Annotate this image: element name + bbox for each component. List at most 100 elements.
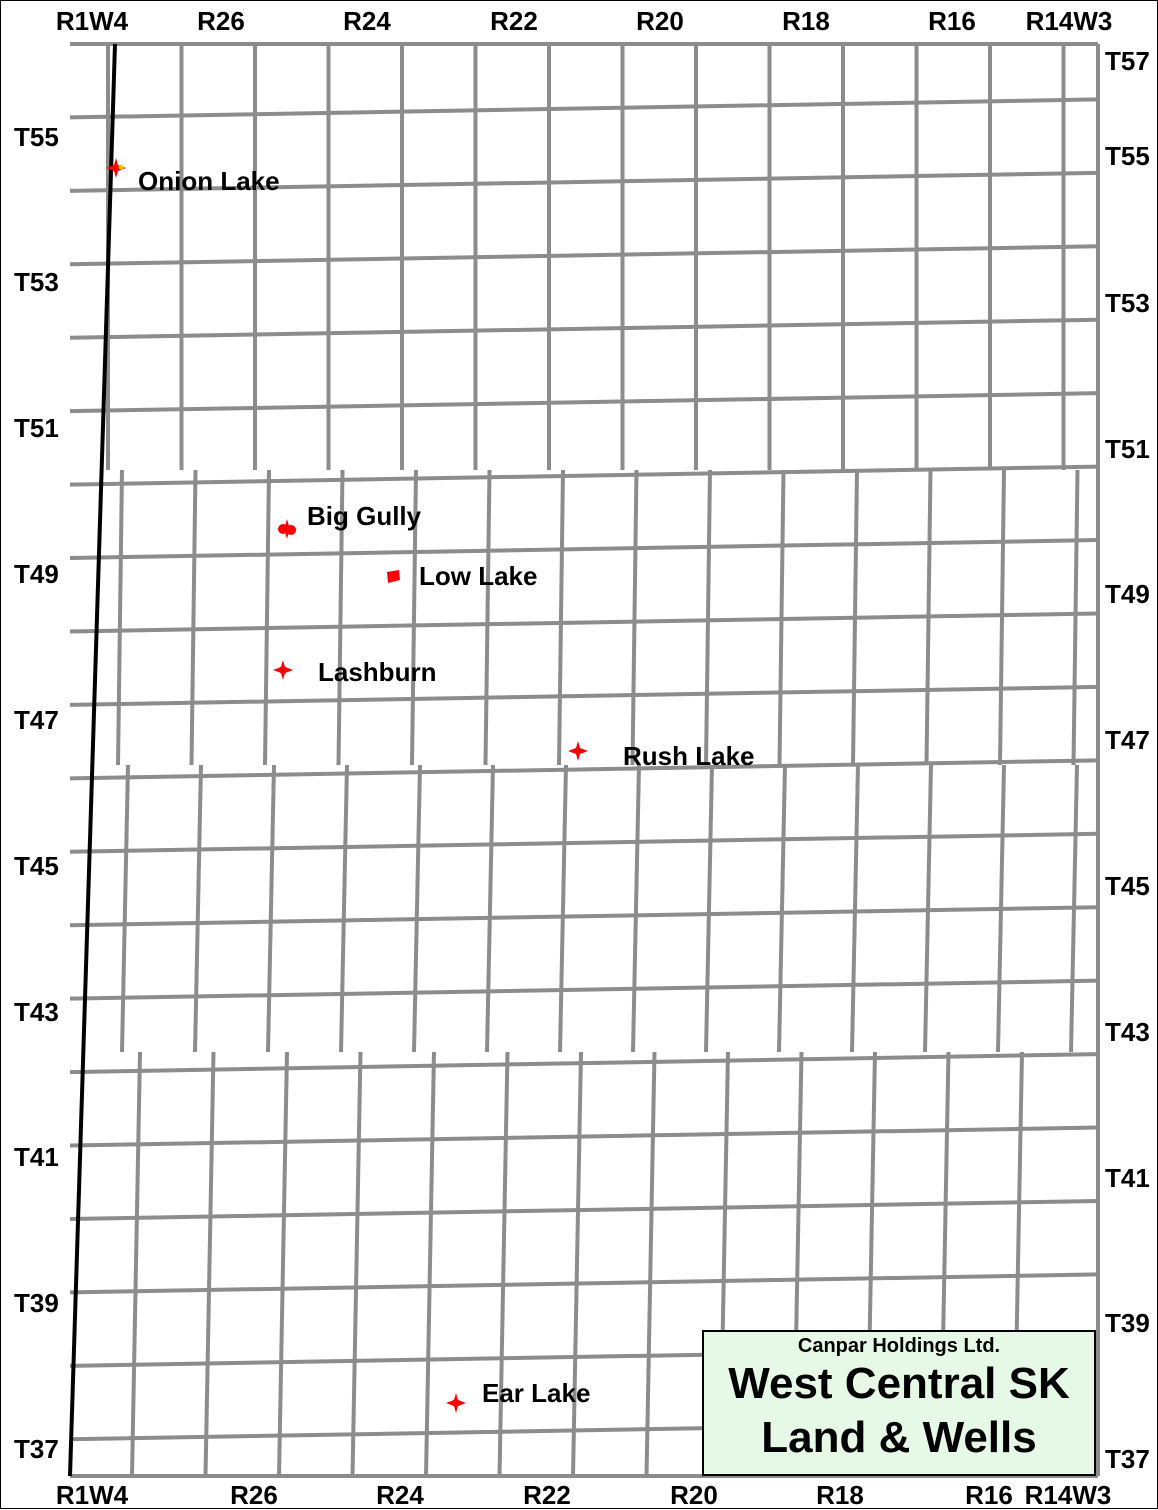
range-line bbox=[630, 469, 639, 766]
township-label-left: T39 bbox=[14, 1288, 59, 1318]
range-line bbox=[485, 764, 495, 1053]
range-line bbox=[998, 469, 1006, 766]
township-label-right: T47 bbox=[1105, 725, 1150, 755]
well-cluster-icon[interactable] bbox=[567, 740, 589, 762]
range-line bbox=[850, 764, 860, 1053]
range-line bbox=[412, 764, 422, 1053]
township-label-right: T45 bbox=[1105, 871, 1150, 901]
township-label-left: T51 bbox=[14, 413, 59, 443]
well-cluster-icon[interactable] bbox=[382, 566, 404, 588]
well-cluster-icon[interactable] bbox=[276, 518, 298, 540]
range-line bbox=[558, 764, 568, 1053]
township-label-left: T53 bbox=[14, 267, 59, 297]
township-label-right: T53 bbox=[1105, 288, 1150, 318]
range-line bbox=[410, 469, 418, 766]
range-line bbox=[557, 469, 565, 766]
range-label-top: R16 bbox=[928, 6, 976, 36]
meridian-line bbox=[68, 43, 117, 1477]
range-line bbox=[263, 469, 271, 766]
township-line bbox=[69, 611, 1099, 634]
township-line bbox=[69, 538, 1099, 561]
township-line bbox=[69, 905, 1099, 928]
township-line bbox=[69, 1125, 1099, 1148]
range-line bbox=[996, 764, 1006, 1053]
range-label-bottom: R14W3 bbox=[1024, 1480, 1112, 1510]
township-line bbox=[69, 684, 1099, 707]
township-line bbox=[69, 1272, 1099, 1295]
range-line bbox=[424, 1051, 436, 1477]
range-label-top: R26 bbox=[197, 6, 245, 36]
company-name: Canpar Holdings Ltd. bbox=[797, 1335, 1001, 1357]
township-label-left: T43 bbox=[14, 997, 59, 1027]
range-line bbox=[923, 764, 933, 1053]
range-line bbox=[704, 469, 712, 766]
range-line bbox=[189, 469, 198, 766]
township-label-left: T37 bbox=[14, 1434, 59, 1464]
range-label-bottom: R20 bbox=[670, 1480, 718, 1510]
township-label-right: T41 bbox=[1105, 1163, 1150, 1193]
range-label-top: R1W4 bbox=[55, 6, 129, 36]
township-line bbox=[69, 1052, 1099, 1075]
range-line bbox=[1071, 469, 1080, 766]
range-line bbox=[120, 764, 130, 1053]
site-label-ear-lake: Ear Lake bbox=[482, 1378, 591, 1408]
range-label-bottom: R24 bbox=[376, 1480, 424, 1510]
range-line bbox=[266, 764, 276, 1053]
range-line bbox=[704, 764, 714, 1053]
range-line bbox=[777, 764, 787, 1053]
range-line bbox=[203, 1051, 216, 1477]
range-label-bottom: R18 bbox=[816, 1480, 864, 1510]
township-line bbox=[69, 317, 1099, 340]
township-label-right: T57 bbox=[1105, 46, 1150, 76]
range-line bbox=[777, 469, 786, 766]
township-line bbox=[69, 831, 1099, 854]
township-line bbox=[69, 97, 1099, 120]
township-label-right: T49 bbox=[1105, 579, 1150, 609]
site-label-low-lake: Low Lake bbox=[419, 561, 538, 591]
range-line bbox=[851, 469, 859, 766]
range-line bbox=[336, 469, 345, 766]
range-label-bottom: R1W4 bbox=[55, 1480, 129, 1510]
site-label-onion-lake: Onion Lake bbox=[138, 166, 280, 196]
township-label-left: T45 bbox=[14, 851, 59, 881]
range-label-top: R14W3 bbox=[1025, 6, 1113, 36]
township-line bbox=[69, 391, 1099, 414]
township-label-right: T39 bbox=[1105, 1308, 1150, 1338]
range-line bbox=[644, 1051, 657, 1477]
township-line bbox=[69, 170, 1099, 193]
township-label-left: T47 bbox=[14, 705, 59, 735]
range-line bbox=[1069, 764, 1079, 1053]
township-line bbox=[69, 978, 1099, 1001]
range-label-bottom: R16 bbox=[965, 1480, 1013, 1510]
range-label-bottom: R22 bbox=[523, 1480, 571, 1510]
township-line bbox=[69, 464, 1099, 487]
site-label-lashburn: Lashburn bbox=[318, 657, 437, 687]
map-title-box: Canpar Holdings Ltd. West Central SK Lan… bbox=[702, 1330, 1096, 1476]
site-label-rush-lake: Rush Lake bbox=[623, 741, 755, 771]
map-subtitle: Land & Wells bbox=[761, 1413, 1037, 1462]
township-label-right: T51 bbox=[1105, 434, 1150, 464]
well-cluster-icon[interactable] bbox=[105, 157, 127, 179]
range-line bbox=[130, 1051, 142, 1477]
range-line bbox=[339, 764, 349, 1053]
well-cluster-icon[interactable] bbox=[272, 659, 294, 681]
range-label-top: R20 bbox=[636, 6, 684, 36]
township-line bbox=[69, 244, 1099, 267]
range-line bbox=[631, 764, 641, 1053]
township-line bbox=[69, 1198, 1099, 1221]
township-label-left: T41 bbox=[14, 1142, 59, 1172]
range-line bbox=[497, 1051, 510, 1477]
range-line bbox=[483, 469, 492, 766]
site-label-big-gully: Big Gully bbox=[307, 501, 422, 531]
township-label-left: T49 bbox=[14, 559, 59, 589]
range-line bbox=[350, 1051, 363, 1477]
township-label-right: T55 bbox=[1105, 141, 1150, 171]
range-line bbox=[277, 1051, 289, 1477]
range-label-top: R18 bbox=[782, 6, 830, 36]
well-cluster-icon[interactable] bbox=[445, 1392, 467, 1414]
range-line bbox=[571, 1051, 583, 1477]
township-label-right: T43 bbox=[1105, 1017, 1150, 1047]
map-title: West Central SK bbox=[728, 1359, 1070, 1408]
range-line bbox=[193, 764, 203, 1053]
